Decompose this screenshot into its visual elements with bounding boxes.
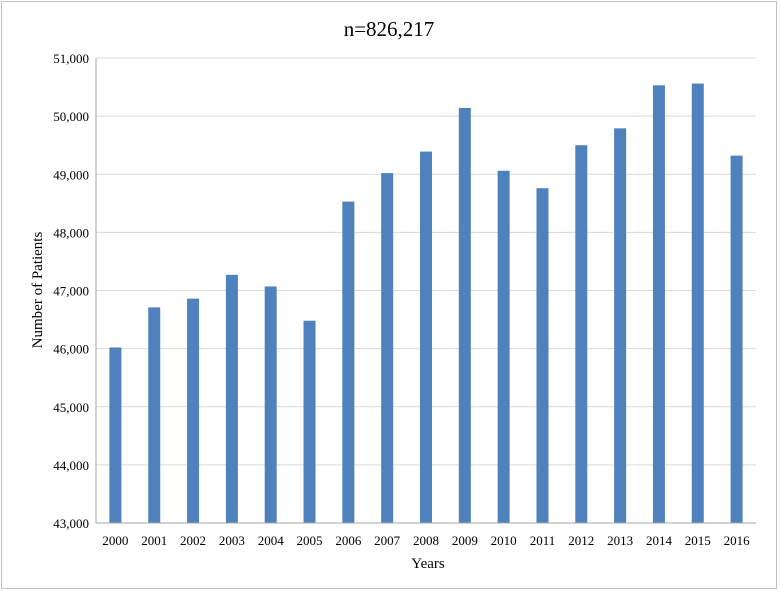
y-tick-label: 45,000 (53, 400, 89, 415)
x-tick-label: 2014 (646, 533, 673, 548)
y-tick-label: 47,000 (53, 284, 89, 299)
bar (342, 201, 355, 523)
bar (420, 151, 432, 524)
bar (225, 274, 238, 523)
bar (730, 155, 743, 523)
x-tick-label: 2015 (685, 533, 711, 548)
x-tick-label: 2009 (452, 533, 478, 548)
y-tick-label: 46,000 (53, 342, 89, 357)
x-tick-label: 2005 (297, 533, 323, 548)
y-axis-label: Number of Patients (30, 232, 46, 349)
bar (652, 85, 665, 523)
bar (575, 145, 588, 523)
x-tick-label: 2011 (530, 533, 556, 548)
bar (691, 83, 704, 523)
bar (187, 298, 200, 523)
bar (614, 128, 627, 524)
bar (109, 347, 122, 523)
y-tick-label: 51,000 (53, 51, 89, 66)
x-tick-label: 2001 (141, 533, 167, 548)
x-tick-label: 2006 (335, 533, 362, 548)
x-tick-label: 2000 (102, 533, 128, 548)
x-tick-label: 2008 (413, 533, 439, 548)
bar (458, 107, 471, 524)
bar (497, 170, 510, 523)
x-tick-label: 2007 (374, 533, 401, 548)
x-tick-label: 2016 (724, 533, 751, 548)
x-tick-labels: 2000 2001 2002 2003 2004 2005 2006 2007 2008 2009… (102, 533, 750, 548)
x-tick-label: 2012 (568, 533, 594, 548)
y-tick-label: 49,000 (53, 167, 89, 182)
chart-title: n=826,217 (344, 17, 435, 41)
y-tick-label: 48,000 (53, 225, 89, 240)
x-tick-label: 2002 (180, 533, 206, 548)
y-tick-labels: 43,000 44,000 45,000 46,000 47,000 48,000 49,0… (53, 51, 89, 531)
y-tick-label: 43,000 (53, 516, 89, 531)
bar (303, 320, 316, 523)
y-tick-label: 44,000 (53, 458, 89, 473)
bar (536, 188, 549, 523)
bars (109, 83, 743, 524)
bar (148, 307, 161, 523)
x-tick-label: 2010 (491, 533, 517, 548)
x-tick-label: 2013 (607, 533, 633, 548)
y-tick-label: 50,000 (53, 109, 89, 124)
bar (264, 286, 277, 523)
x-axis-label: Years (411, 556, 445, 572)
x-tick-label: 2004 (258, 533, 285, 548)
bar (381, 173, 394, 523)
x-tick-label: 2003 (219, 533, 245, 548)
